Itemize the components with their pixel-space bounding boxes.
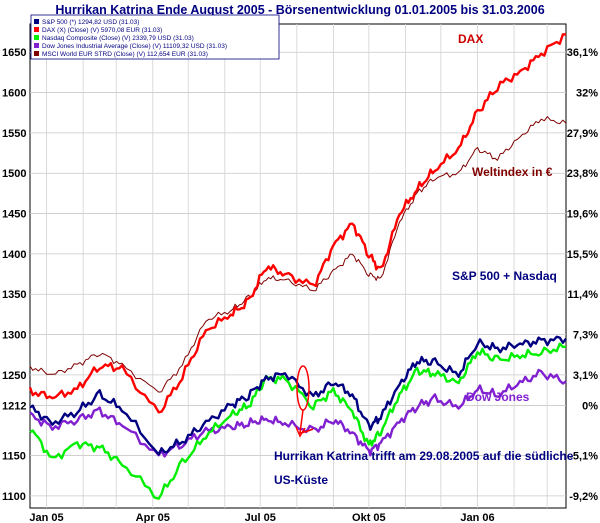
x-tick-label: Jan 06 [460, 512, 494, 523]
y-tick-label-left: 1250 [2, 370, 26, 382]
x-tick-label: Okt 05 [352, 512, 386, 523]
legend-swatch [34, 27, 39, 32]
x-axis: Jan 05 Apr 05 Jul 05 Okt 05 Jan 06 [29, 512, 494, 523]
katrina-arrow [299, 409, 314, 434]
legend-swatch [34, 51, 39, 56]
y-tick-label-right: 27,9% [567, 128, 598, 140]
legend: S&P 500 (*) 1294,82 USD (31.03)DAX (X) (… [30, 14, 280, 60]
katrina-marker [295, 365, 314, 438]
katrina-arrowhead [295, 426, 306, 438]
annotation-dow-jones: Dow Jones [466, 390, 530, 404]
annotation-katrina: Hurrikan Katrina trifft am 29.08.2005 au… [274, 449, 574, 463]
y-tick-label-right: 36,1% [567, 47, 598, 59]
legend-entry: S&P 500 (*) 1294,82 USD (31.03) [42, 19, 139, 26]
legend-entry: Dow Jones Industrial Average (Close) (V)… [42, 43, 227, 50]
series-line [29, 368, 567, 458]
y-axis-right: 36,1% 32% 27,9% 23,8% 19,6% 15,5% 11,4% 7,3% 3,1… [567, 47, 598, 503]
y-tick-label-right: 32% [576, 88, 598, 100]
annotation-weltindex: Weltindex in € [472, 165, 553, 179]
series-line [29, 335, 567, 456]
y-tick-label-right: -5,1% [569, 451, 598, 463]
chart-title: Hurrikan Katrina Ende August 2005 - Börs… [55, 3, 544, 17]
series-line [29, 342, 567, 500]
legend-box [30, 14, 280, 60]
series-line [29, 116, 567, 393]
legend-entry: DAX (X) (Close) (V) 5970,08 EUR (31.03) [42, 27, 162, 34]
horizontal-grid [30, 51, 566, 497]
y-axis-left: 1650 1600 1550 1500 1450 1400 1350 1300 1250 1212… [2, 47, 26, 503]
y-tick-label-left: 1350 [2, 289, 26, 301]
legend-swatch [34, 35, 39, 40]
y-tick-label-right: 11,4% [567, 289, 598, 301]
y-tick-label-left: 1100 [2, 491, 26, 503]
y-tick-label-left: 1500 [2, 168, 26, 180]
y-tick-label-right: 23,8% [567, 168, 598, 180]
series-line [28, 33, 567, 414]
y-tick-label-left: 1450 [2, 209, 26, 221]
y-tick-label-left: 1550 [2, 128, 26, 140]
legend-swatch [34, 19, 39, 24]
annotation-sp500-nasdaq: S&P 500 + Nasdaq [452, 269, 557, 283]
y-tick-label-left: 1650 [2, 47, 26, 59]
legend-entry: Nasdaq Composite (Close) (V) 2339,79 USD… [42, 35, 194, 42]
x-tick-label: Apr 05 [136, 512, 170, 523]
x-tick-label: Jan 05 [29, 512, 63, 523]
y-tick-label-left: 1300 [2, 330, 26, 342]
y-tick-label-left: 1150 [2, 451, 26, 463]
y-tick-label-right: 15,5% [567, 249, 598, 261]
y-tick-label-right: 7,3% [573, 330, 598, 342]
legend-swatch [34, 43, 39, 48]
y-tick-label-left: 1600 [2, 88, 26, 100]
y-tick-label-right: 3,1% [573, 370, 598, 382]
y-tick-label-right: 0% [582, 401, 598, 413]
legend-entry: MSCI World EUR STRD (Close) (V) 112,654 … [42, 51, 208, 58]
series-layer [28, 33, 567, 500]
x-tick-label: Jul 05 [245, 512, 276, 523]
plot-frame [29, 23, 567, 509]
y-tick-label-left: 1212 [2, 401, 26, 413]
annotation-dax: DAX [458, 32, 483, 46]
y-tick-label-left: 1400 [2, 249, 26, 261]
y-tick-label-right: -9,2% [569, 491, 598, 503]
annotation-us-kueste: US-Küste [274, 473, 328, 487]
y-tick-label-right: 19,6% [567, 209, 598, 221]
